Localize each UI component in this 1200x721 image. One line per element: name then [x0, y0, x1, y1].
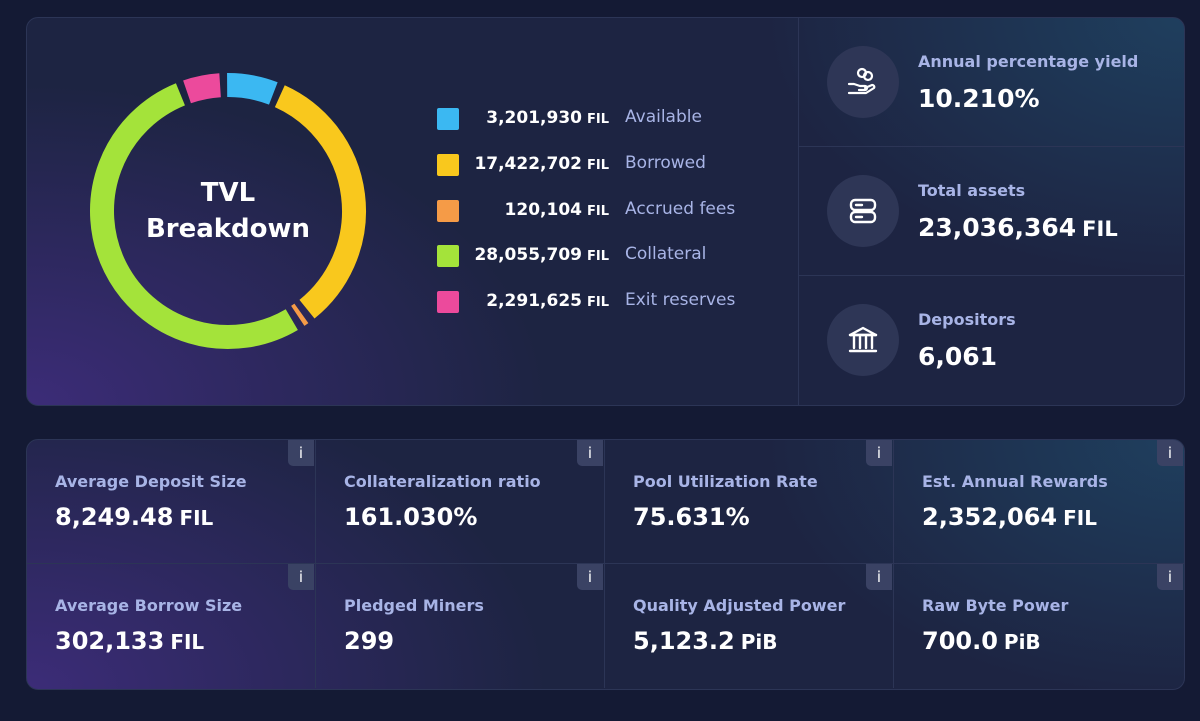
metric-label: Collateralization ratio	[344, 472, 541, 491]
donut-slice-exit-reserves[interactable]	[183, 73, 222, 104]
metric-label: Pool Utilization Rate	[633, 472, 818, 491]
metric-label: Average Deposit Size	[55, 472, 247, 491]
stat-total-assets: Total assets 23,036,364 FIL	[799, 147, 1184, 276]
legend-label: Accrued fees	[625, 199, 736, 219]
legend-item-exit-reserves: 2,291,625 FIL Exit reserves	[437, 287, 767, 317]
info-icon[interactable]: i	[866, 440, 892, 466]
donut-title: TVL Breakdown	[87, 70, 369, 352]
legend-value: 17,422,702 FIL	[474, 154, 609, 174]
stat-value: 10.210%	[918, 84, 1040, 113]
legend-item-accrued-fees: 120,104 FIL Accrued fees	[437, 196, 767, 226]
stat-apy: Annual percentage yield 10.210%	[799, 18, 1184, 147]
donut-slice-accrued-fees[interactable]	[291, 303, 309, 326]
info-icon[interactable]: i	[1157, 564, 1183, 590]
donut-title-line1: TVL	[200, 178, 256, 208]
donut-slice-borrowed[interactable]	[274, 85, 366, 319]
info-icon[interactable]: i	[288, 440, 314, 466]
legend-label: Available	[625, 107, 702, 127]
legend-swatch	[437, 154, 459, 176]
bank-icon	[827, 304, 899, 376]
legend-item-borrowed: 17,422,702 FIL Borrowed	[437, 150, 767, 180]
legend-label: Borrowed	[625, 153, 706, 173]
stats-panel: Annual percentage yield 10.210% Total as…	[798, 18, 1184, 405]
legend-value: 28,055,709 FIL	[474, 245, 609, 265]
legend-label: Exit reserves	[625, 290, 736, 310]
metric-collateralization-ratio: i Collateralization ratio 161.030%	[316, 440, 605, 564]
metric-label: Quality Adjusted Power	[633, 596, 846, 615]
metric-label: Pledged Miners	[344, 596, 484, 615]
metric-value: 302,133 FIL	[55, 627, 205, 655]
metric-value: 299	[344, 627, 395, 655]
metric-label: Average Borrow Size	[55, 596, 243, 615]
metric-value: 8,249.48 FIL	[55, 503, 214, 531]
stat-label: Annual percentage yield	[918, 52, 1139, 71]
legend-item-collateral: 28,055,709 FIL Collateral	[437, 241, 767, 271]
stat-value: 23,036,364 FIL	[918, 213, 1118, 242]
legend-value: 2,291,625 FIL	[486, 291, 609, 311]
metric-value: 2,352,064 FIL	[922, 503, 1097, 531]
metric-label: Raw Byte Power	[922, 596, 1069, 615]
metric-average-borrow-size: i Average Borrow Size 302,133 FIL	[27, 564, 316, 688]
metric-average-deposit-size: i Average Deposit Size 8,249.48 FIL	[27, 440, 316, 564]
metric-value: 161.030%	[344, 503, 478, 531]
legend-item-available: 3,201,930 FIL Available	[437, 104, 767, 134]
donut-title-line2: Breakdown	[145, 214, 311, 244]
metric-raw-byte-power: i Raw Byte Power 700.0 PiB	[894, 564, 1184, 688]
info-icon[interactable]: i	[288, 564, 314, 590]
legend-swatch	[437, 108, 459, 130]
stat-label: Total assets	[918, 181, 1026, 200]
hand-coins-icon	[827, 46, 899, 118]
tvl-donut-chart	[90, 73, 366, 349]
legend-value: 120,104 FIL	[504, 200, 609, 220]
info-icon[interactable]: i	[577, 564, 603, 590]
info-icon[interactable]: i	[1157, 440, 1183, 466]
metric-quality-adjusted-power: i Quality Adjusted Power 5,123.2 PiB	[605, 564, 894, 688]
stat-value: 6,061	[918, 342, 998, 371]
metric-value: 700.0 PiB	[922, 627, 1041, 655]
metric-est-annual-rewards: i Est. Annual Rewards 2,352,064 FIL	[894, 440, 1184, 564]
stat-depositors: Depositors 6,061	[799, 276, 1184, 404]
metric-value: 5,123.2 PiB	[633, 627, 778, 655]
legend-value: 3,201,930 FIL	[486, 108, 609, 128]
metric-pool-utilization-rate: i Pool Utilization Rate 75.631%	[605, 440, 894, 564]
legend-swatch	[437, 200, 459, 222]
info-icon[interactable]: i	[866, 564, 892, 590]
info-icon[interactable]: i	[577, 440, 603, 466]
legend-swatch	[437, 291, 459, 313]
metric-label: Est. Annual Rewards	[922, 472, 1108, 491]
tvl-card: TVL Breakdown 3,201,930 FIL Available 17,…	[26, 17, 1185, 406]
donut-slice-collateral[interactable]	[90, 83, 298, 349]
legend-label: Collateral	[625, 244, 707, 264]
donut-slice-available[interactable]	[226, 73, 278, 105]
metric-pledged-miners: i Pledged Miners 299	[316, 564, 605, 688]
metrics-card: i Average Deposit Size 8,249.48 FIL i Col…	[26, 439, 1185, 690]
metric-value: 75.631%	[633, 503, 750, 531]
server-stack-icon	[827, 175, 899, 247]
legend-swatch	[437, 245, 459, 267]
stat-label: Depositors	[918, 310, 1016, 329]
